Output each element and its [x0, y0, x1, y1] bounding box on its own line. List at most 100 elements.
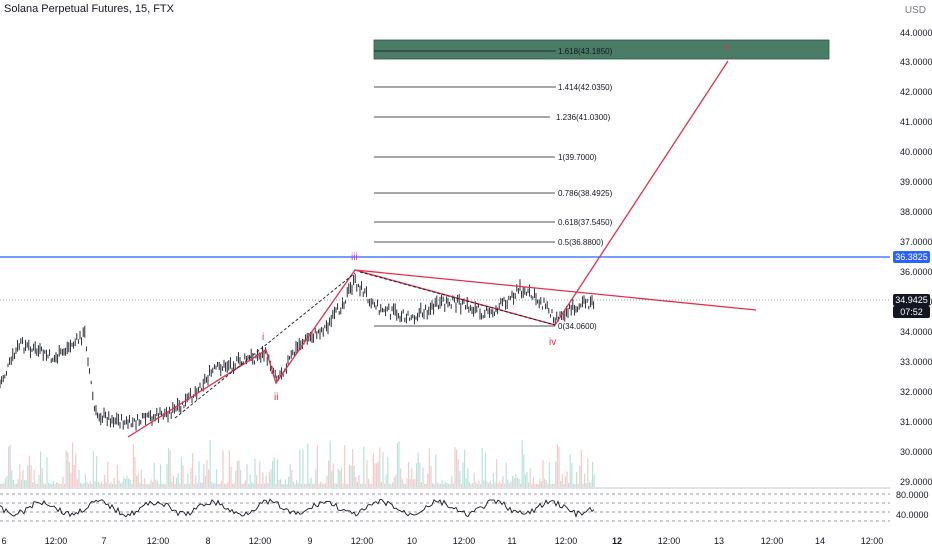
elliott-wave-lines[interactable]	[127, 60, 757, 438]
volume-bar	[513, 477, 515, 487]
volume-bar	[139, 482, 141, 487]
price-axis-label: 30.0000	[900, 447, 932, 457]
time-axis-label: 12:00	[760, 536, 784, 546]
volume-bar	[404, 483, 406, 487]
volume-bar	[158, 483, 160, 487]
volume-bar	[169, 450, 171, 487]
volume-bar	[497, 483, 499, 487]
price-axis-label: 39.0000	[900, 177, 932, 187]
volume-bar	[52, 481, 54, 487]
volume-bar	[518, 478, 520, 487]
volume-bar	[196, 483, 198, 487]
target-zone-box[interactable]	[373, 39, 830, 60]
volume-bar	[462, 462, 464, 487]
volume-bar	[516, 477, 518, 487]
time-axis-label: 12:00	[554, 536, 578, 546]
volume-bar	[556, 444, 558, 487]
volume-bar	[78, 470, 80, 487]
volume-bar	[243, 483, 245, 487]
volume-bar	[358, 475, 360, 487]
price-chart[interactable]: 1.618(43.1850) 1.414(42.0350) 1.236(41.0…	[0, 0, 890, 532]
volume-bar	[161, 484, 163, 487]
countdown-tag: 07:52	[893, 306, 930, 318]
volume-bar	[273, 457, 275, 487]
volume-bar	[59, 483, 61, 487]
time-axis-label: 12:00	[350, 536, 374, 546]
volume-bar	[288, 476, 290, 487]
fib-label-1236: 1.236(41.0300)	[556, 113, 611, 122]
volume-bar	[342, 483, 344, 487]
volume-bar	[368, 478, 370, 487]
volume-bar	[388, 483, 390, 487]
volume-bar	[593, 474, 595, 487]
volume-bar	[336, 483, 338, 487]
price-axis-label: 38.0000	[900, 207, 932, 217]
volume-bar	[67, 452, 69, 487]
volume-bar	[137, 473, 139, 487]
price-axis-label: 31.0000	[900, 417, 932, 427]
volume-bar	[126, 475, 128, 487]
price-axis-label: 34.0000	[900, 327, 932, 337]
volume-bar	[480, 483, 482, 487]
volume-bar	[302, 449, 304, 487]
volume-bar	[294, 483, 296, 487]
volume-bar	[331, 471, 333, 487]
volume-bar	[188, 483, 190, 487]
volume-bar	[478, 480, 480, 487]
volume-bar	[166, 463, 168, 487]
volume-bar	[547, 483, 549, 487]
volume-bar	[289, 463, 291, 487]
volume-bar	[120, 483, 122, 487]
volume-bar	[476, 483, 478, 487]
volume-bar	[403, 483, 405, 487]
volume-bar	[163, 483, 165, 487]
volume-bar	[60, 483, 62, 487]
volume-bar	[428, 448, 430, 487]
volume-bar	[292, 481, 294, 487]
time-axis-label: 12	[611, 536, 623, 546]
volume-bar	[24, 480, 26, 487]
volume-bar	[36, 483, 38, 487]
volume-bar	[140, 469, 142, 487]
volume-bar	[424, 483, 426, 487]
volume-bar	[260, 483, 262, 487]
fib-retracement[interactable]	[374, 50, 556, 327]
volume-bar	[280, 479, 282, 487]
volume-bar	[22, 469, 24, 487]
volume-bar	[539, 478, 541, 487]
volume-bar	[587, 458, 589, 487]
volume-bar	[558, 447, 560, 487]
volume-bar	[262, 472, 264, 487]
volume-bar	[310, 477, 312, 487]
volume-bar	[396, 443, 398, 487]
volume-bar	[382, 451, 384, 487]
volume-bar	[576, 472, 578, 487]
volume-bar	[384, 483, 386, 487]
wave-label-iii: iii	[351, 252, 358, 263]
volume-bar	[68, 462, 70, 487]
volume-bar	[505, 462, 507, 487]
volume-bar	[275, 483, 277, 487]
price-axis-label: 36.0000	[900, 267, 932, 277]
volume-bar	[174, 483, 176, 487]
volume-bar	[409, 479, 411, 487]
volume-bar	[356, 481, 358, 487]
volume-bar	[313, 483, 315, 487]
time-axis[interactable]: 6 12:00 7 12:00 8 12:00 9 12:00 10 12:00 11 12:00 12…	[0, 532, 890, 550]
volume-bar	[107, 461, 109, 487]
volume-bar	[160, 464, 162, 487]
volume-bar	[579, 466, 581, 487]
volume-bar	[512, 475, 514, 487]
volume-bar	[152, 481, 154, 487]
volume-bar	[278, 480, 280, 487]
volume-bar	[198, 461, 200, 487]
volume-bar	[249, 474, 251, 487]
price-axis[interactable]: 44.0000 43.0000 42.0000 41.0000 40.0000 39.00…	[890, 0, 932, 550]
volume-bar	[241, 483, 243, 487]
volume-bar	[406, 478, 408, 487]
volume-bar	[304, 483, 306, 487]
volume-bar	[12, 480, 14, 487]
volume-bar	[176, 477, 178, 487]
volume-bar	[580, 449, 582, 487]
volume-bar	[540, 481, 542, 487]
